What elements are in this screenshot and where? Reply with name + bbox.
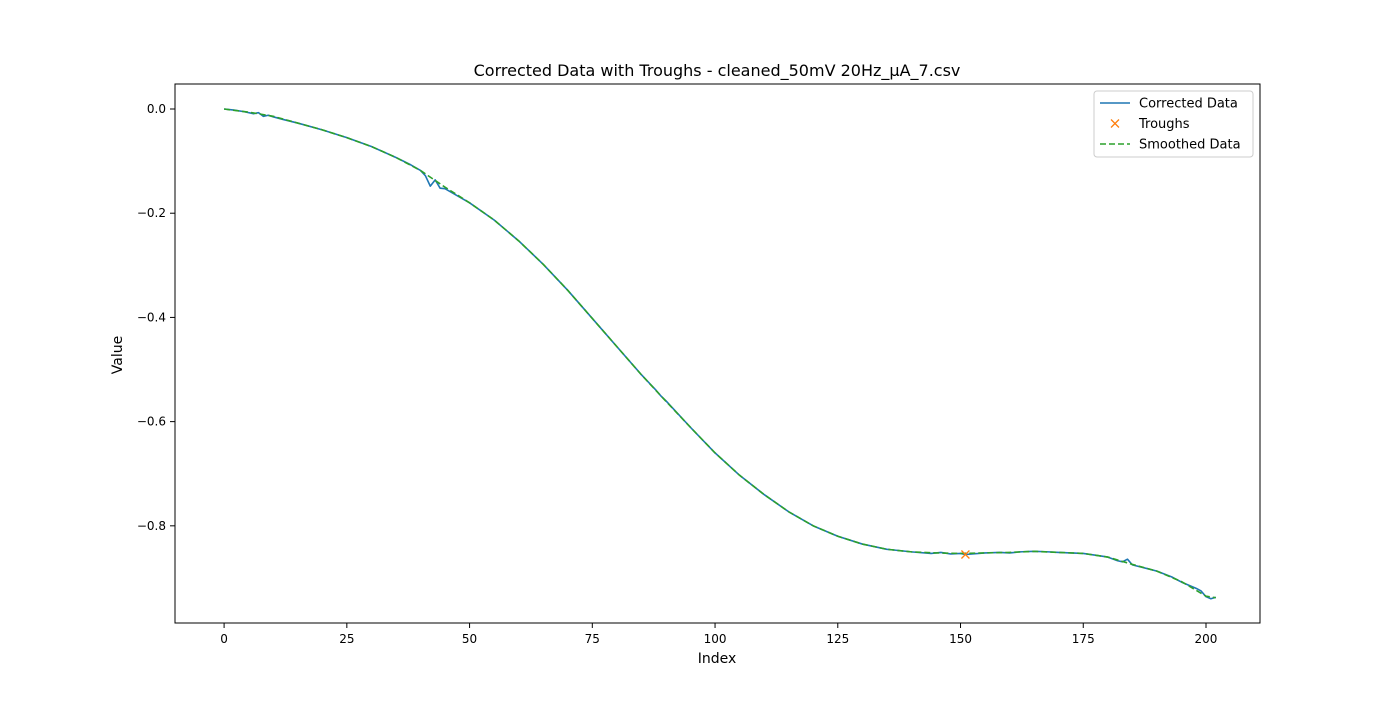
x-tick-label: 200 <box>1195 632 1218 646</box>
x-tick-label: 75 <box>585 632 600 646</box>
x-tick-label: 25 <box>339 632 354 646</box>
x-tick-label: 125 <box>826 632 849 646</box>
series-line-smoothed-data <box>223 108 1216 599</box>
y-tick-label: −0.4 <box>137 310 166 324</box>
axes-frame <box>174 83 1261 624</box>
legend-label: Troughs <box>1138 117 1190 132</box>
x-tick-label: 50 <box>462 632 477 646</box>
legend: Corrected Data Troughs Smoothed Data <box>1093 90 1254 158</box>
y-tick-label: −0.2 <box>137 206 166 220</box>
x-tick-label: 150 <box>949 632 972 646</box>
legend-label: Corrected Data <box>1139 97 1238 112</box>
x-tick-label: 0 <box>220 632 228 646</box>
x-tick-label: 100 <box>704 632 727 646</box>
y-tick-label: 0.0 <box>147 102 166 116</box>
y-tick-label: −0.6 <box>137 415 166 429</box>
y-tick-label: −0.8 <box>137 519 166 533</box>
y-axis-label: Value <box>110 336 126 374</box>
x-axis-label: Index <box>698 651 737 667</box>
plot-area: 0 25 50 75 100 125 150 175 200 0.0 −0.2 −0.4 −0.6 −0.… <box>137 83 1261 646</box>
chart-title: Corrected Data with Troughs - cleaned_50… <box>474 61 961 81</box>
legend-handle-troughs <box>1110 119 1120 128</box>
x-tick-label: 175 <box>1072 632 1095 646</box>
legend-label: Smoothed Data <box>1139 138 1241 153</box>
trough-marker <box>960 550 970 559</box>
legend-box <box>1093 90 1254 158</box>
